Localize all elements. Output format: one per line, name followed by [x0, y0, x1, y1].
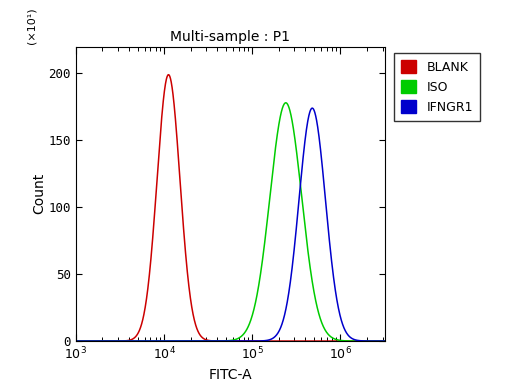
ISO	[282, 100, 288, 105]
IFNGR1	[375, 339, 381, 343]
Line: ISO: ISO	[32, 103, 472, 341]
BLANK	[469, 339, 475, 343]
BLANK	[456, 339, 462, 343]
BLANK	[456, 339, 462, 343]
ISO	[243, 328, 249, 333]
IFNGR1	[456, 339, 462, 343]
ISO	[51, 339, 57, 343]
ISO	[29, 339, 35, 343]
IFNGR1	[51, 339, 57, 343]
BLANK	[375, 339, 381, 343]
Title: Multi-sample : P1: Multi-sample : P1	[170, 30, 290, 44]
BLANK	[231, 339, 237, 343]
IFNGR1	[309, 106, 315, 110]
IFNGR1	[469, 339, 475, 343]
ISO	[469, 339, 475, 343]
BLANK	[165, 72, 171, 77]
Y-axis label: Count: Count	[32, 173, 45, 214]
ISO	[456, 339, 462, 343]
Line: BLANK: BLANK	[32, 75, 472, 341]
ISO	[456, 339, 462, 343]
ISO	[375, 339, 381, 343]
Line: IFNGR1: IFNGR1	[32, 108, 472, 341]
X-axis label: FITC-A: FITC-A	[208, 368, 251, 382]
Text: (×10¹): (×10¹)	[26, 7, 36, 44]
BLANK	[51, 339, 57, 343]
IFNGR1	[243, 339, 249, 343]
IFNGR1	[456, 339, 462, 343]
IFNGR1	[231, 339, 237, 343]
BLANK	[29, 339, 35, 343]
IFNGR1	[29, 339, 35, 343]
BLANK	[243, 339, 249, 343]
ISO	[231, 337, 237, 342]
Legend: BLANK, ISO, IFNGR1: BLANK, ISO, IFNGR1	[393, 53, 479, 121]
